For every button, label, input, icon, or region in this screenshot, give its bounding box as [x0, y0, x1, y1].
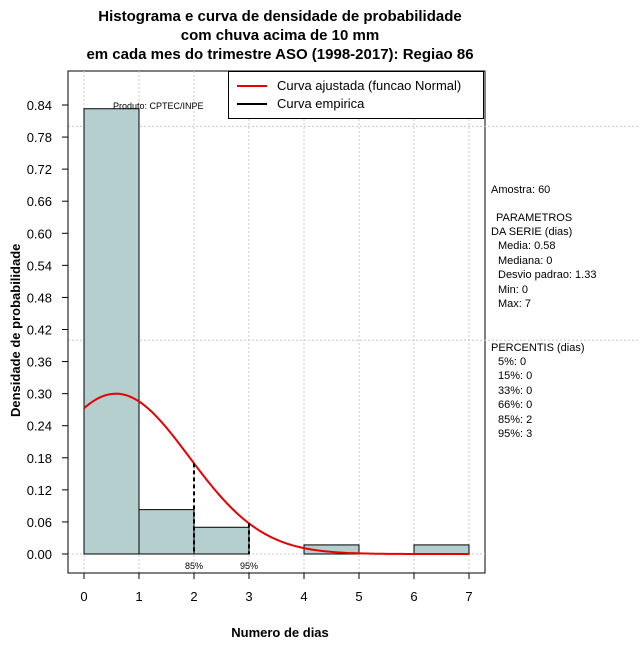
- sample-size: Amostra: 60: [491, 184, 551, 196]
- y-tick-label-10: 0.60: [27, 226, 52, 241]
- params-title-1: PARAMETROS: [496, 212, 573, 224]
- y-tick-label-7: 0.42: [27, 323, 52, 338]
- percentile-marker-label-0: 85%: [185, 561, 203, 571]
- x-tick-label-0: 0: [80, 589, 87, 604]
- y-tick-label-2: 0.12: [27, 483, 52, 498]
- percentile-marker-label-1: 95%: [240, 561, 258, 571]
- y-tick-label-13: 0.78: [27, 130, 52, 145]
- credit-label: Produto: CPTEC/INPE: [113, 101, 204, 111]
- percentile-85: 85%: 2: [498, 414, 533, 426]
- percentile-15: 15%: 0: [498, 370, 533, 382]
- x-tick-label-1: 1: [135, 589, 142, 604]
- histogram-bar-1: [138, 509, 195, 555]
- param-max: Max: 7: [498, 298, 532, 310]
- x-tick-label-5: 5: [355, 589, 362, 604]
- percentile-5: 5%: 0: [498, 356, 527, 368]
- y-tick-label-11: 0.66: [27, 194, 52, 209]
- percentile-95: 95%: 3: [498, 428, 533, 440]
- percentile-33: 33%: 0: [498, 385, 533, 397]
- chart-title-line-2: com chuva acima de 10 mm: [180, 27, 380, 44]
- param-sd: Desvio padrao: 1.33: [498, 269, 597, 281]
- chart-title-line-1: Histograma e curva de densidade de proba…: [98, 8, 462, 25]
- x-tick-label-6: 6: [410, 589, 417, 604]
- normal-fit-curve: [83, 392, 469, 555]
- legend-entry-fit: Curva ajustada (funcao Normal): [237, 78, 461, 93]
- y-tick-label-8: 0.48: [27, 290, 52, 305]
- histogram-bar-0: [83, 108, 140, 555]
- legend-label-fit: Curva ajustada (funcao Normal): [277, 78, 462, 93]
- histogram-bar-2: [193, 526, 250, 555]
- histogram-bar-4: [303, 544, 360, 555]
- y-tick-label-4: 0.24: [27, 419, 52, 434]
- param-mean: Media: 0.58: [498, 240, 556, 252]
- x-tick-label-2: 2: [190, 589, 197, 604]
- x-axis-label: Numero de dias: [231, 625, 329, 640]
- y-tick-label-5: 0.30: [27, 387, 52, 402]
- y-tick-label-6: 0.36: [27, 355, 52, 370]
- y-tick-label-9: 0.54: [27, 258, 52, 273]
- percentiles-title: PERCENTIS (dias): [491, 342, 585, 354]
- legend-swatch-fit: [237, 84, 267, 87]
- x-tick-label-3: 3: [245, 589, 252, 604]
- chart-title-line-3: em cada mes do trimestre ASO (1998-2017)…: [86, 46, 474, 63]
- y-tick-label-3: 0.18: [27, 451, 52, 466]
- y-tick-label-0: 0.00: [27, 547, 52, 562]
- params-title-2: DA SERIE (dias): [491, 226, 573, 238]
- y-tick-label-12: 0.72: [27, 162, 52, 177]
- histogram-bar-6: [413, 544, 470, 555]
- param-median: Mediana: 0: [498, 255, 553, 267]
- percentile-66: 66%: 0: [498, 399, 533, 411]
- legend-entry-empirical: Curva empirica: [237, 96, 364, 111]
- param-min: Min: 0: [498, 284, 528, 296]
- chart-legend: Curva ajustada (funcao Normal) Curva emp…: [228, 71, 484, 119]
- y-axis-label: Densidade de probabilidade: [8, 243, 23, 417]
- legend-swatch-empirical: [237, 102, 267, 105]
- x-tick-label-7: 7: [465, 589, 472, 604]
- x-tick-label-4: 4: [300, 589, 307, 604]
- y-tick-label-1: 0.06: [27, 515, 52, 530]
- y-tick-label-14: 0.84: [27, 98, 52, 113]
- legend-label-empirical: Curva empirica: [277, 96, 365, 111]
